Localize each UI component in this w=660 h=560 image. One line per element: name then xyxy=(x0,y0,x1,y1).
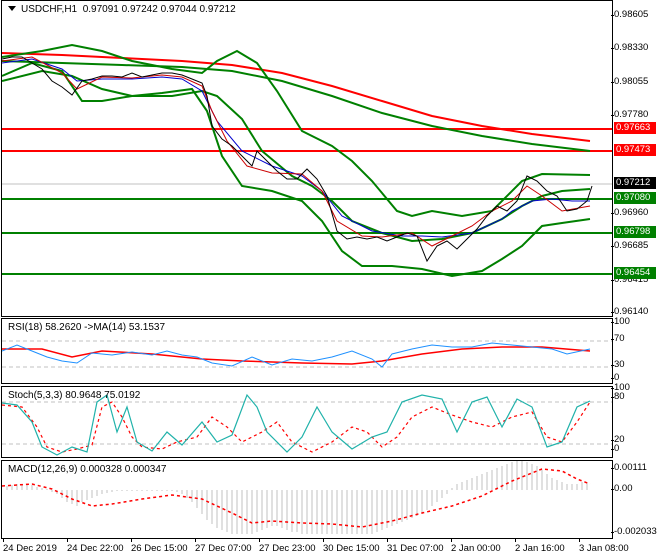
current-price-tag: 0.97212 xyxy=(614,177,656,189)
level-tag: 0.97473 xyxy=(614,144,656,156)
stochastic-panel[interactable]: Stoch(5,3,3) 80.9648 75.0192 xyxy=(1,386,613,458)
dropdown-triangle-icon[interactable] xyxy=(8,6,16,11)
macd-title: MACD(12,26,9) 0.000328 0.000347 xyxy=(8,464,167,475)
rsi-plot xyxy=(2,340,612,368)
level-tag: 0.96454 xyxy=(614,267,656,279)
candles xyxy=(2,56,593,263)
stochastic-plot xyxy=(2,393,612,456)
macd-axis: 0.00111 0.00 -0.002033 xyxy=(611,462,657,537)
price-plot xyxy=(2,43,612,278)
level-tag: 0.96798 xyxy=(614,226,656,238)
stochastic-axis: 100 80 20 0 xyxy=(610,382,630,454)
macd-plot xyxy=(2,461,591,534)
macd-panel[interactable]: MACD(12,26,9) 0.000328 0.000347 xyxy=(1,460,613,539)
chart-title: USDCHF,H1 0.97091 0.97242 0.97044 0.9721… xyxy=(8,4,236,15)
rsi-title: RSI(18) 58.2620 ->MA(14) 53.1537 xyxy=(8,322,166,333)
rsi-panel[interactable]: RSI(18) 58.2620 ->MA(14) 53.1537 xyxy=(1,318,613,384)
stochastic-title: Stoch(5,3,3) 80.9648 75.0192 xyxy=(8,390,141,401)
price-axis: 0.98605 0.98330 0.98055 0.97780 0.96960 … xyxy=(610,0,660,317)
level-tag: 0.97080 xyxy=(614,192,656,204)
level-tag: 0.97663 xyxy=(614,122,656,134)
rsi-axis: 100 70 30 0 xyxy=(610,316,630,383)
price-chart-panel[interactable]: USDCHF,H1 0.97091 0.97242 0.97044 0.9721… xyxy=(1,0,613,317)
